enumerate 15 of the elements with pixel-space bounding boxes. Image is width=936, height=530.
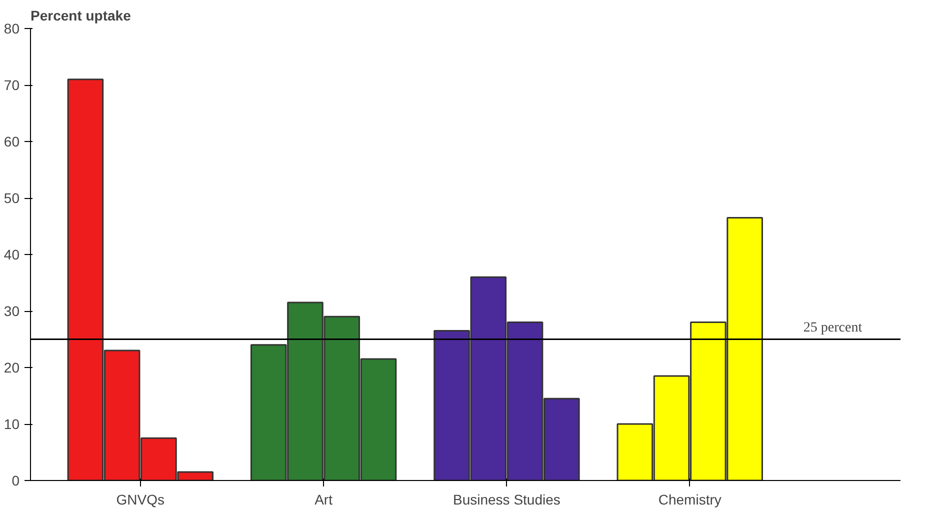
x-tick-label: GNVQs — [116, 492, 165, 508]
y-tick-label: 30 — [4, 303, 20, 319]
x-tick-label: Business Studies — [453, 492, 560, 508]
ref-line-label: 25 percent — [803, 320, 862, 336]
y-axis-title: Percent uptake — [30, 8, 132, 24]
y-tick-label: 40 — [4, 246, 20, 262]
y-tick-label: 50 — [4, 190, 20, 206]
y-tick-label: 20 — [4, 360, 20, 376]
y-tick-label: 60 — [4, 134, 20, 150]
y-tick-label: 10 — [4, 416, 20, 432]
y-tick-label: 80 — [4, 20, 20, 36]
y-tick-label: 0 — [12, 472, 20, 488]
x-tick-label: Art — [314, 492, 333, 508]
x-tick-label: Chemistry — [658, 492, 722, 508]
y-tick-label: 70 — [4, 77, 20, 93]
